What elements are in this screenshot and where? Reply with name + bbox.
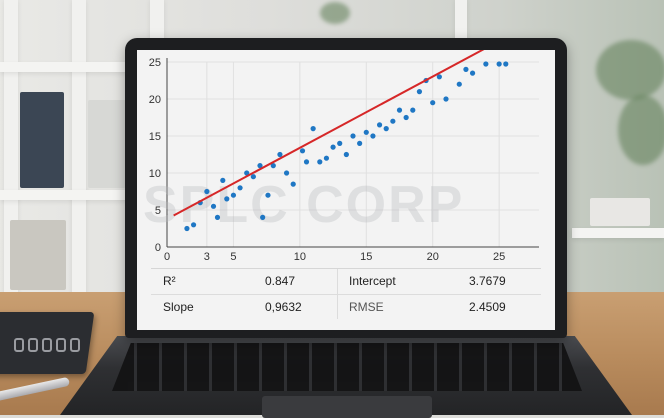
y-tick-label: 0 — [155, 242, 161, 254]
chart-ticks: 0 5 10 15 20 25 0 3 5 10 15 20 25 — [149, 57, 506, 263]
chart-points — [184, 61, 509, 232]
rmse-value: 2.4509 — [469, 300, 506, 314]
data-point — [456, 81, 462, 87]
data-point — [303, 159, 310, 165]
data-point — [383, 126, 389, 132]
shelf-post — [72, 0, 86, 300]
data-point — [396, 107, 403, 113]
x-tick-label: 3 — [204, 251, 210, 263]
notebook-ring — [14, 338, 24, 352]
data-point — [310, 126, 316, 132]
stats-table: R² 0.847 Intercept 3.7679 Slope 0,9632 R… — [151, 268, 541, 319]
data-point — [184, 225, 190, 232]
data-point — [503, 61, 509, 67]
data-point — [265, 192, 271, 198]
data-point — [204, 188, 210, 195]
data-point — [370, 133, 376, 139]
notebook-ring — [70, 338, 80, 352]
y-tick-label: 5 — [155, 205, 161, 217]
data-point — [230, 192, 237, 198]
x-tick-label: 15 — [360, 251, 372, 263]
keyboard — [112, 343, 582, 391]
data-point — [343, 151, 349, 158]
data-point — [250, 174, 256, 180]
x-tick-label: 20 — [427, 251, 439, 263]
shelf-board — [572, 228, 664, 238]
y-tick-label: 15 — [149, 131, 161, 143]
notebook-ring — [56, 338, 66, 352]
r2-label: R² — [163, 274, 176, 288]
watermark-text: SPLC CORP — [143, 176, 464, 234]
chart-fit — [173, 50, 485, 217]
data-point — [244, 170, 250, 176]
data-point — [257, 163, 263, 169]
data-point — [190, 222, 197, 228]
plant — [596, 40, 664, 100]
data-point — [237, 185, 243, 191]
data-point — [463, 66, 469, 72]
trackpad — [262, 396, 432, 418]
plant — [320, 2, 350, 24]
chart-axes — [166, 58, 539, 248]
data-point — [350, 133, 356, 139]
data-point — [403, 114, 409, 121]
data-point — [469, 70, 476, 76]
books — [10, 220, 66, 290]
stats-row: R² 0.847 Intercept 3.7679 — [151, 269, 541, 293]
data-point — [214, 214, 221, 220]
y-tick-label: 10 — [149, 168, 161, 180]
r2-value: 0.847 — [265, 274, 296, 288]
data-point — [443, 96, 449, 102]
slope-value: 0,9632 — [265, 300, 302, 314]
x-tick-label: 25 — [493, 251, 505, 263]
data-point — [390, 118, 396, 124]
data-point — [270, 163, 276, 169]
data-point — [277, 151, 283, 158]
intercept-label: Intercept — [349, 274, 396, 288]
data-point — [376, 122, 383, 128]
data-point — [210, 203, 217, 209]
notebook-ring — [28, 338, 38, 352]
data-point — [496, 61, 502, 67]
data-point — [483, 61, 489, 67]
data-point — [436, 74, 442, 80]
y-tick-label: 20 — [149, 94, 161, 106]
data-point — [363, 129, 369, 135]
slope-label: Slope — [163, 300, 194, 314]
x-tick-label: 5 — [230, 251, 236, 263]
data-point — [317, 159, 323, 165]
shelf-board — [0, 190, 170, 200]
shelf-board — [0, 62, 170, 72]
notebook-ring — [42, 338, 52, 352]
stats-row: Slope 0,9632 RMSE 2.4509 — [151, 294, 541, 319]
data-point — [290, 181, 296, 187]
data-point — [224, 196, 230, 202]
books — [590, 198, 650, 226]
data-point — [330, 144, 336, 150]
data-point — [337, 140, 343, 146]
laptop-screen: SPLC CORP 0 5 10 15 20 25 0 3 5 10 15 20 25 R² 0.847… — [137, 50, 555, 330]
data-point — [410, 107, 416, 113]
plant — [618, 95, 664, 165]
books — [88, 100, 126, 188]
data-point — [323, 155, 330, 161]
rmse-label: RMSE — [349, 300, 384, 314]
data-point — [357, 140, 363, 146]
y-tick-label: 25 — [149, 57, 161, 69]
x-tick-label: 10 — [294, 251, 306, 263]
data-point — [430, 100, 436, 106]
data-point — [416, 89, 423, 95]
scatter-chart: SPLC CORP 0 5 10 15 20 25 0 3 5 10 15 20 25 — [143, 50, 539, 263]
x-tick-label: 0 — [164, 251, 170, 263]
books — [20, 92, 64, 188]
data-point — [260, 214, 266, 220]
intercept-value: 3.7679 — [469, 274, 506, 288]
data-point — [283, 170, 290, 176]
regression-line — [173, 50, 485, 217]
data-point — [220, 177, 226, 183]
data-point — [299, 148, 306, 154]
